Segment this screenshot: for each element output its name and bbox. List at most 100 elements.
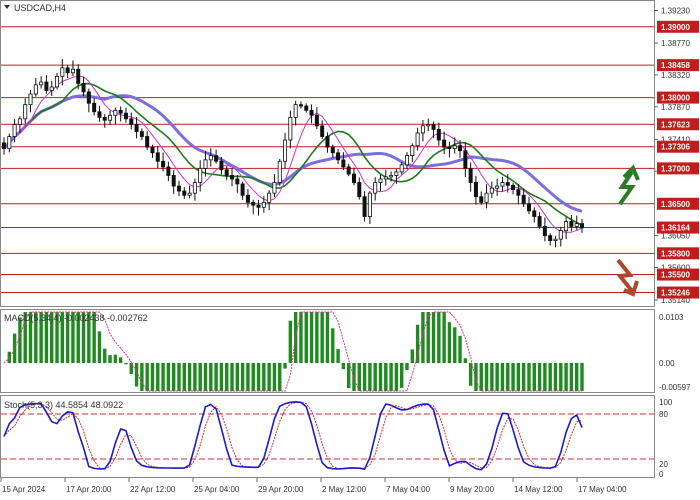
macd-bar bbox=[479, 363, 483, 391]
candle-body bbox=[129, 118, 134, 125]
macd-bar bbox=[495, 363, 499, 391]
macd-bar bbox=[150, 363, 155, 391]
candle-body bbox=[161, 160, 166, 168]
macd-bar bbox=[44, 312, 49, 363]
stochastic-lines bbox=[1, 400, 654, 471]
price-pane[interactable] bbox=[0, 0, 655, 307]
candle-body bbox=[378, 178, 383, 183]
stoch-title: Stoch(5,3,3) 44.5854 48.0922 bbox=[4, 400, 123, 410]
macd-bar bbox=[373, 363, 377, 391]
macd-bar bbox=[346, 363, 351, 389]
macd-bar bbox=[140, 363, 144, 391]
candle-body bbox=[330, 146, 335, 154]
candle-body bbox=[336, 152, 341, 161]
macd-bar bbox=[87, 312, 91, 363]
time-axis-label: 29 Apr 20:00 bbox=[258, 485, 304, 494]
candle-body bbox=[405, 155, 410, 166]
macd-bar bbox=[92, 312, 96, 363]
macd-bar bbox=[129, 363, 133, 374]
candle-body bbox=[495, 185, 500, 189]
macd-bar bbox=[156, 363, 160, 391]
candle-body bbox=[261, 201, 266, 208]
candle-body bbox=[314, 114, 319, 127]
level-label-box bbox=[657, 221, 699, 234]
macd-bar bbox=[468, 363, 473, 386]
candle-body bbox=[2, 142, 7, 149]
level-label: 1.38458 bbox=[661, 61, 690, 70]
macd-bar bbox=[203, 363, 208, 391]
macd-bar bbox=[521, 363, 526, 391]
stochastic-pane[interactable] bbox=[0, 395, 655, 478]
candle-body bbox=[420, 125, 425, 134]
level-label-box bbox=[657, 118, 699, 131]
macd-bar bbox=[187, 363, 192, 391]
macd-bar bbox=[7, 351, 12, 363]
candle-body bbox=[118, 109, 123, 114]
macd-bar bbox=[28, 312, 33, 363]
macd-bar bbox=[230, 363, 234, 391]
candle-body bbox=[574, 223, 579, 227]
macd-bar bbox=[410, 349, 415, 363]
macd-bar bbox=[23, 312, 27, 363]
macd-bar bbox=[97, 331, 102, 363]
macd-bar bbox=[65, 312, 70, 363]
candle-body bbox=[580, 223, 585, 229]
candle-body bbox=[489, 187, 494, 194]
candle-body bbox=[12, 124, 17, 137]
macd-bar bbox=[559, 363, 563, 391]
candle-body bbox=[526, 203, 531, 212]
macd-bar bbox=[447, 322, 452, 363]
macd-bar bbox=[18, 317, 22, 363]
macd-bar bbox=[516, 363, 521, 391]
macd-bar bbox=[331, 328, 335, 363]
macd-bar bbox=[50, 312, 54, 363]
macd-bar bbox=[511, 363, 515, 391]
candle-body bbox=[320, 125, 325, 137]
macd-bar bbox=[580, 363, 584, 391]
candle-body bbox=[230, 175, 235, 180]
level-label: 1.36500 bbox=[661, 200, 690, 209]
symbol-title: USDCAD,H4 bbox=[14, 3, 66, 13]
macd-bar bbox=[219, 363, 224, 391]
candle-body bbox=[569, 221, 574, 227]
candle-body bbox=[7, 136, 12, 149]
symbol-dropdown-icon[interactable] bbox=[4, 5, 10, 9]
candle-body bbox=[55, 75, 60, 88]
time-axis-label: 9 May 20:00 bbox=[450, 485, 495, 494]
macd-bar bbox=[71, 312, 75, 363]
candle-body bbox=[60, 67, 65, 77]
macd-bar bbox=[484, 363, 489, 391]
candle-body bbox=[283, 139, 288, 162]
green-up-zigzag-arrow-icon bbox=[618, 164, 640, 206]
price-axis-label: 1.39230 bbox=[661, 6, 690, 15]
macd-bar bbox=[113, 354, 118, 363]
candle-body bbox=[155, 152, 160, 162]
macd-bar bbox=[182, 363, 186, 391]
candle-body bbox=[500, 182, 505, 187]
candle-body bbox=[235, 178, 240, 185]
macd-bar bbox=[548, 363, 552, 391]
macd-bar bbox=[458, 335, 462, 363]
level-label: 1.37000 bbox=[661, 164, 690, 173]
candle-body bbox=[192, 182, 197, 194]
candle-body bbox=[436, 129, 441, 141]
macd-bar bbox=[240, 363, 245, 391]
level-label: 1.39000 bbox=[661, 23, 690, 32]
level-label: 1.36164 bbox=[661, 224, 690, 233]
macd-bar bbox=[81, 312, 86, 363]
candle-body bbox=[203, 159, 208, 169]
candle-body bbox=[341, 159, 346, 168]
macd-bar bbox=[527, 363, 531, 391]
macd-bar bbox=[506, 363, 510, 391]
macd-bar bbox=[463, 358, 468, 363]
macd-bar bbox=[315, 312, 319, 363]
candle-body bbox=[298, 104, 303, 107]
candle-body bbox=[224, 169, 229, 176]
macd-bar bbox=[145, 363, 149, 391]
macd-bar bbox=[325, 312, 330, 363]
candle-body bbox=[267, 192, 272, 203]
stoch-axis-20: 20 bbox=[659, 460, 668, 469]
macd-axis-bottom: -0.00597 bbox=[659, 383, 691, 392]
macd-bar bbox=[564, 363, 568, 391]
